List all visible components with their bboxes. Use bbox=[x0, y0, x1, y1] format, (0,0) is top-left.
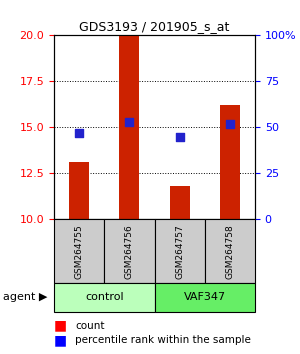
Bar bbox=[220, 105, 240, 219]
Text: GSM264755: GSM264755 bbox=[75, 224, 84, 279]
Point bbox=[127, 119, 132, 125]
Text: ■: ■ bbox=[54, 319, 67, 333]
Text: count: count bbox=[75, 321, 104, 331]
Text: GSM264756: GSM264756 bbox=[125, 224, 134, 279]
Bar bbox=[119, 35, 140, 219]
Text: control: control bbox=[85, 292, 124, 302]
Bar bbox=[169, 186, 190, 219]
Text: percentile rank within the sample: percentile rank within the sample bbox=[75, 335, 251, 345]
Text: agent ▶: agent ▶ bbox=[3, 292, 47, 302]
Text: GSM264758: GSM264758 bbox=[225, 224, 234, 279]
Text: ■: ■ bbox=[54, 333, 67, 347]
Point bbox=[177, 134, 182, 139]
Text: VAF347: VAF347 bbox=[184, 292, 226, 302]
Bar bbox=[69, 162, 89, 219]
Title: GDS3193 / 201905_s_at: GDS3193 / 201905_s_at bbox=[79, 20, 230, 33]
Point bbox=[227, 121, 232, 127]
Point bbox=[77, 130, 82, 136]
Text: GSM264757: GSM264757 bbox=[175, 224, 184, 279]
